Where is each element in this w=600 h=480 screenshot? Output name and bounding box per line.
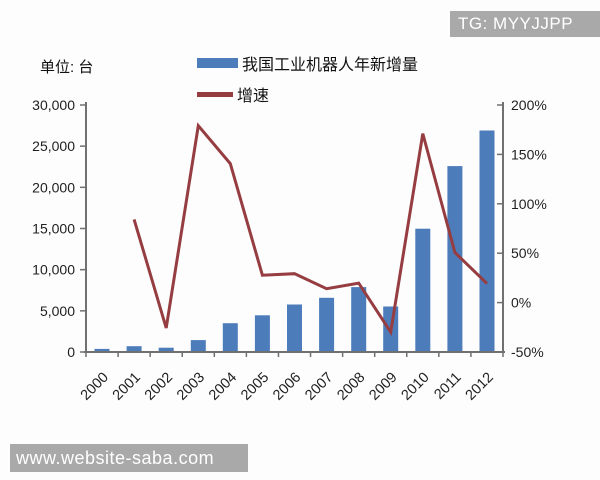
bar-2012 [479, 130, 495, 352]
x-tick-label-2010: 2010 [399, 370, 433, 404]
left-axis-tick-label: 25,000 [32, 138, 75, 154]
bar-2007 [319, 297, 335, 352]
left-axis-tick-label: 20,000 [32, 179, 75, 195]
x-tick-label-2007: 2007 [302, 370, 336, 404]
bar-2001 [126, 346, 142, 352]
x-tick-label-2012: 2012 [463, 370, 497, 404]
legend-bar-label: 我国工业机器人年新增量 [242, 57, 419, 74]
watermark-top: TG: MYYJJPP [450, 11, 600, 37]
bar-2010 [415, 228, 431, 352]
right-axis-tick-label: 100% [511, 196, 547, 212]
left-axis-tick-label: 30,000 [32, 97, 75, 113]
right-axis-tick-label: 150% [511, 146, 547, 162]
x-tick-label-2008: 2008 [334, 370, 368, 404]
left-axis-tick-label: 0 [67, 344, 75, 360]
watermark-bottom: www.website-saba.com [10, 444, 248, 472]
x-tick-label-2003: 2003 [174, 370, 208, 404]
x-tick-label-2006: 2006 [270, 370, 304, 404]
right-axis-tick-label: 200% [511, 97, 547, 113]
legend-bar-swatch [197, 58, 238, 68]
bar-2008 [351, 287, 367, 352]
unit-label: 单位: 台 [40, 59, 94, 76]
legend-row-bars: 我国工业机器人年新增量 [197, 52, 418, 74]
right-axis-tick-label: -50% [511, 344, 544, 360]
x-tick-label-2004: 2004 [206, 370, 240, 404]
left-axis-tick-label: 15,000 [32, 221, 75, 237]
right-axis-tick-label: 50% [511, 245, 539, 261]
bar-2004 [222, 323, 238, 352]
legend: 我国工业机器人年新增量 增速 [197, 52, 418, 114]
bar-2003 [190, 340, 206, 352]
legend-line-label: 增速 [237, 88, 270, 105]
x-tick-label-2005: 2005 [238, 370, 272, 404]
bar-2011 [447, 166, 463, 352]
right-axis-tick-label: 0% [511, 295, 531, 311]
legend-line-swatch [197, 91, 233, 97]
x-tick-label-2001: 2001 [110, 370, 144, 404]
x-tick-label-2009: 2009 [366, 370, 400, 404]
x-tick-label-2000: 2000 [78, 370, 112, 404]
left-axis-tick-label: 5,000 [40, 303, 75, 319]
growth-line [132, 122, 489, 337]
bar-2002 [158, 347, 174, 352]
left-axis-tick-label: 10,000 [32, 262, 75, 278]
x-tick-label-2011: 2011 [431, 370, 464, 403]
bar-2000 [94, 348, 110, 352]
bar-2005 [254, 315, 270, 352]
x-tick-label-2002: 2002 [142, 370, 176, 404]
legend-row-line: 增速 [197, 83, 418, 105]
bar-2006 [287, 304, 302, 352]
